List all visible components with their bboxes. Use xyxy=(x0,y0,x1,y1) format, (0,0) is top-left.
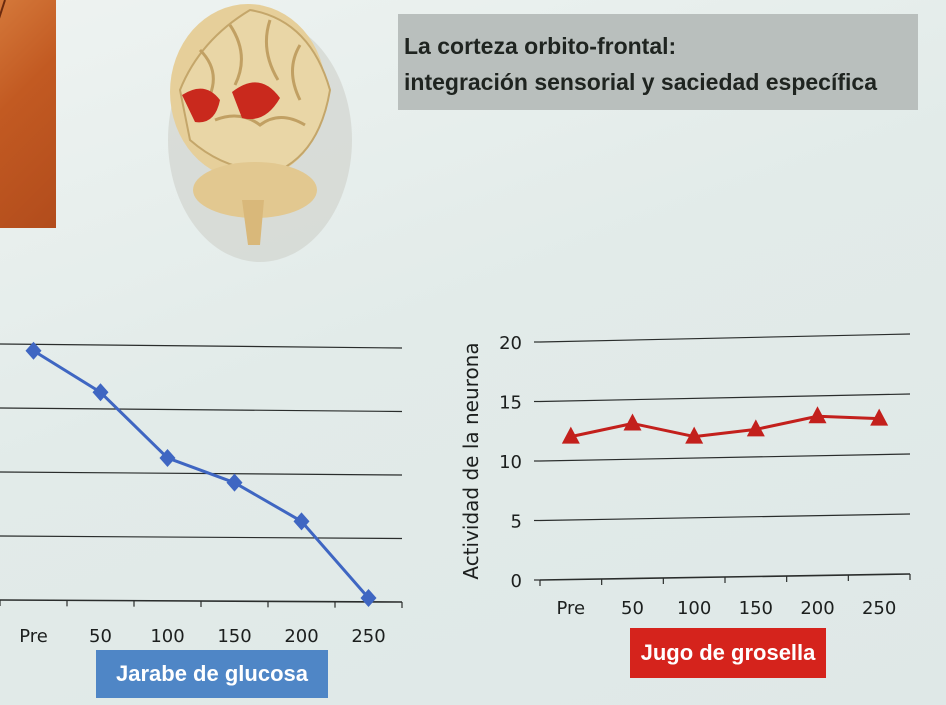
gridline-left xyxy=(0,343,403,349)
data-point-diamond xyxy=(92,383,109,402)
x-tick-label: 200 xyxy=(800,598,834,619)
gridline-left xyxy=(0,471,403,476)
x-tick-label: 100 xyxy=(150,626,184,647)
series-line-right xyxy=(570,414,880,439)
brain-icon xyxy=(168,4,352,262)
data-point-triangle xyxy=(623,413,642,431)
x-tick-label: 50 xyxy=(89,626,112,647)
gridline-right xyxy=(539,393,911,403)
data-point-triangle xyxy=(561,426,580,444)
data-point-diamond xyxy=(226,473,243,492)
gridline-left xyxy=(0,407,403,413)
caption-jugo-de-grosella: Jugo de grosella xyxy=(630,628,826,678)
x-tick-label: 50 xyxy=(621,598,644,619)
y-tick-label: 15 xyxy=(499,393,522,414)
data-point-triangle xyxy=(870,408,889,426)
gridline-right xyxy=(539,513,911,522)
data-point-diamond xyxy=(159,448,176,467)
x-tick-label: Pre xyxy=(19,626,48,647)
data-point-diamond xyxy=(293,512,310,531)
data-point-triangle xyxy=(808,406,827,424)
brain-illustration xyxy=(160,0,360,270)
data-point-triangle xyxy=(685,426,704,444)
caption-jarabe-de-glucosa: Jarabe de glucosa xyxy=(96,650,328,698)
y-tick-label: 5 xyxy=(511,512,522,533)
y-tick-label: 20 xyxy=(499,333,522,354)
x-tick-label: 250 xyxy=(862,598,896,619)
y-axis-title: Actividad de la neurona xyxy=(459,342,483,579)
x-tick-label: 250 xyxy=(351,626,385,647)
title-line-2: integración sensorial y saciedad específ… xyxy=(404,69,877,95)
y-tick-label: 10 xyxy=(499,452,522,473)
slide-title: La corteza orbito-frontal: integración s… xyxy=(398,14,918,110)
x-tick-label: 150 xyxy=(217,626,251,647)
gridline-left xyxy=(0,535,403,540)
x-tick-label: 200 xyxy=(284,626,318,647)
data-point-diamond xyxy=(360,589,377,608)
x-tick-label: 150 xyxy=(739,598,773,619)
gridline-right xyxy=(539,453,911,462)
x-tick-label: 100 xyxy=(677,598,711,619)
photo-fragment xyxy=(0,0,56,228)
y-tick-label: 0 xyxy=(511,571,522,592)
x-tick-label: Pre xyxy=(557,598,586,619)
data-point-triangle xyxy=(746,419,765,437)
title-line-1: La corteza orbito-frontal: xyxy=(404,33,677,59)
data-point-diamond xyxy=(25,341,42,360)
gridline-right xyxy=(539,333,911,343)
series-line-left xyxy=(32,349,370,600)
